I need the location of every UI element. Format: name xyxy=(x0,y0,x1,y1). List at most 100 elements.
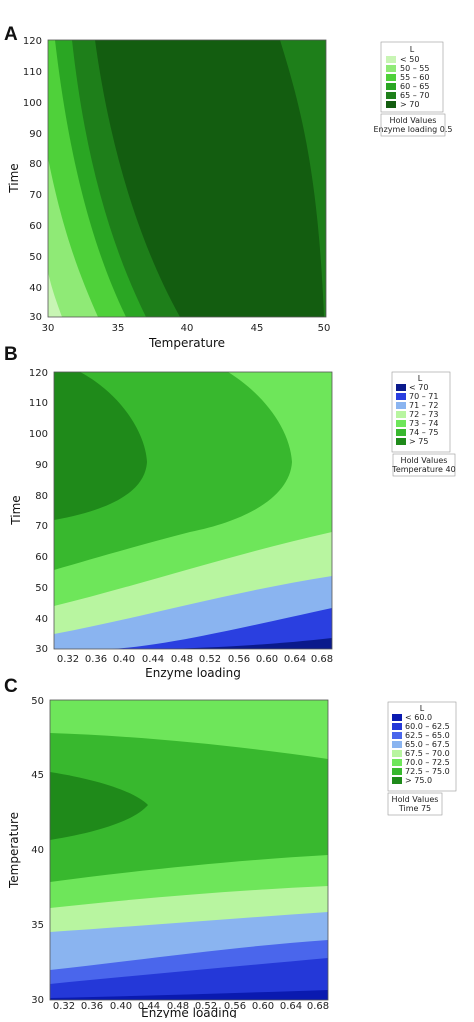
y-tick-a-40: 40 xyxy=(29,283,42,294)
y-tick-a-110: 110 xyxy=(23,67,42,78)
legend-swatch-a-5 xyxy=(386,101,396,108)
x-tick-b-6: 0.56 xyxy=(228,654,250,665)
hold-title-a: Hold Values xyxy=(390,116,437,125)
legend-swatch-b-1 xyxy=(396,393,406,400)
legend-swatch-b-3 xyxy=(396,411,406,418)
legend-swatch-a-1 xyxy=(386,65,396,72)
panel-c-plot xyxy=(49,699,329,1001)
x-tick-a-30: 30 xyxy=(42,323,55,334)
hold-values-b: Hold Values Temperature 40 xyxy=(391,453,456,477)
plot-frame-b xyxy=(53,371,333,650)
legend-title-c: L xyxy=(420,704,425,713)
legend-label-c-2: 62.5 – 65.0 xyxy=(405,731,450,740)
x-tick-a-45: 45 xyxy=(251,323,264,334)
legend-swatch-c-6 xyxy=(392,768,402,775)
y-tick-a-60: 60 xyxy=(29,221,42,232)
y-tick-c-35: 35 xyxy=(31,920,44,931)
x-tick-b-8: 0.64 xyxy=(284,654,306,665)
plot-frame-c xyxy=(49,699,329,1001)
y-axis-title-a: Time xyxy=(7,163,21,193)
y-axis-title-c: Temperature xyxy=(7,812,21,889)
x-tick-b-3: 0.44 xyxy=(142,654,164,665)
hold-line-c: Time 75 xyxy=(398,804,431,813)
legend-c: L < 60.0 60.0 – 62.5 62.5 – 65.0 65.0 – … xyxy=(387,701,457,792)
legend-label-c-7: > 75.0 xyxy=(405,776,432,785)
x-tick-b-2: 0.40 xyxy=(113,654,135,665)
x-tick-c-3: 0.44 xyxy=(138,1001,160,1012)
legend-label-c-4: 67.5 – 70.0 xyxy=(405,749,450,758)
y-tick-a-50: 50 xyxy=(29,252,42,263)
legend-swatch-c-0 xyxy=(392,714,402,721)
legend-label-c-6: 72.5 – 75.0 xyxy=(405,767,450,776)
legend-swatch-a-0 xyxy=(386,56,396,63)
y-tick-c-45: 45 xyxy=(31,770,44,781)
legend-swatch-c-2 xyxy=(392,732,402,739)
x-tick-a-40: 40 xyxy=(181,323,194,334)
legend-label-c-5: 70.0 – 72.5 xyxy=(405,758,450,767)
legend-swatch-b-4 xyxy=(396,420,406,427)
y-tick-c-30: 30 xyxy=(31,995,44,1006)
legend-swatch-c-1 xyxy=(392,723,402,730)
legend-swatch-a-4 xyxy=(386,92,396,99)
legend-label-b-3: 72 – 73 xyxy=(409,410,438,419)
x-tick-b-7: 0.60 xyxy=(256,654,278,665)
y-tick-c-50: 50 xyxy=(31,696,44,707)
legend-swatch-a-2 xyxy=(386,74,396,81)
y-ticks-b: 30 40 50 60 70 80 90 100 110 120 xyxy=(29,368,48,655)
x-tick-c-7: 0.60 xyxy=(252,1001,274,1012)
x-tick-c-8: 0.64 xyxy=(280,1001,302,1012)
legend-label-b-2: 71 – 72 xyxy=(409,401,438,410)
legend-swatch-b-2 xyxy=(396,402,406,409)
x-tick-b-1: 0.36 xyxy=(85,654,107,665)
y-tick-b-70: 70 xyxy=(35,521,48,532)
legend-a: L < 50 50 – 55 55 – 60 60 – 65 65 – 70 >… xyxy=(380,41,444,113)
x-tick-c-6: 0.56 xyxy=(224,1001,246,1012)
legend-label-a-4: 65 – 70 xyxy=(400,91,429,100)
x-tick-b-5: 0.52 xyxy=(199,654,221,665)
panel-a-label: A xyxy=(4,24,18,45)
y-tick-b-120: 120 xyxy=(29,368,48,379)
x-tick-c-1: 0.36 xyxy=(81,1001,103,1012)
y-axis-title-b: Time xyxy=(9,495,23,525)
hold-line-b: Temperature 40 xyxy=(391,465,455,474)
x-ticks-c: 0.32 0.36 0.40 0.44 0.48 0.52 0.56 0.60 … xyxy=(53,1001,329,1012)
y-tick-a-70: 70 xyxy=(29,190,42,201)
legend-label-c-1: 60.0 – 62.5 xyxy=(405,722,450,731)
legend-title-a: L xyxy=(410,45,415,54)
hold-title-b: Hold Values xyxy=(401,456,448,465)
legend-label-c-3: 65.0 – 67.5 xyxy=(405,740,450,749)
contour-band-b-gt75 xyxy=(54,372,147,520)
contour-band-a-gt70 xyxy=(95,40,324,317)
x-tick-b-9: 0.68 xyxy=(311,654,333,665)
legend-swatch-b-5 xyxy=(396,429,406,436)
legend-swatch-b-0 xyxy=(396,384,406,391)
y-tick-b-30: 30 xyxy=(35,644,48,655)
x-tick-c-9: 0.68 xyxy=(307,1001,329,1012)
panel-a: A 30 40 50 60 70 80 90 100 110 120 30 35… xyxy=(4,24,453,350)
legend-swatch-c-5 xyxy=(392,759,402,766)
x-tick-a-50: 50 xyxy=(318,323,331,334)
hold-values-a: Hold Values Enzyme loading 0.5 xyxy=(373,113,453,137)
y-tick-b-50: 50 xyxy=(35,583,48,594)
legend-title-b: L xyxy=(418,374,423,383)
contour-band-c-gt75 xyxy=(50,772,148,840)
x-tick-b-0: 0.32 xyxy=(57,654,79,665)
legend-label-b-6: > 75 xyxy=(409,437,428,446)
y-tick-b-100: 100 xyxy=(29,429,48,440)
y-ticks-c: 30 35 40 45 50 xyxy=(31,696,44,1006)
legend-label-a-3: 60 – 65 xyxy=(400,82,429,91)
x-tick-c-4: 0.48 xyxy=(167,1001,189,1012)
x-tick-c-2: 0.40 xyxy=(110,1001,132,1012)
y-tick-b-40: 40 xyxy=(35,614,48,625)
x-tick-c-5: 0.52 xyxy=(195,1001,217,1012)
panel-b: B 30 40 50 60 70 80 90 100 110 120 0.32 … xyxy=(4,344,456,680)
hold-box-b xyxy=(392,453,456,477)
y-tick-a-80: 80 xyxy=(29,159,42,170)
legend-swatch-c-3 xyxy=(392,741,402,748)
legend-label-a-2: 55 – 60 xyxy=(400,73,429,82)
x-tick-b-4: 0.48 xyxy=(171,654,193,665)
y-tick-b-80: 80 xyxy=(35,491,48,502)
hold-line-a: Enzyme loading 0.5 xyxy=(373,125,452,134)
x-ticks-b: 0.32 0.36 0.40 0.44 0.48 0.52 0.56 0.60 … xyxy=(57,654,333,665)
